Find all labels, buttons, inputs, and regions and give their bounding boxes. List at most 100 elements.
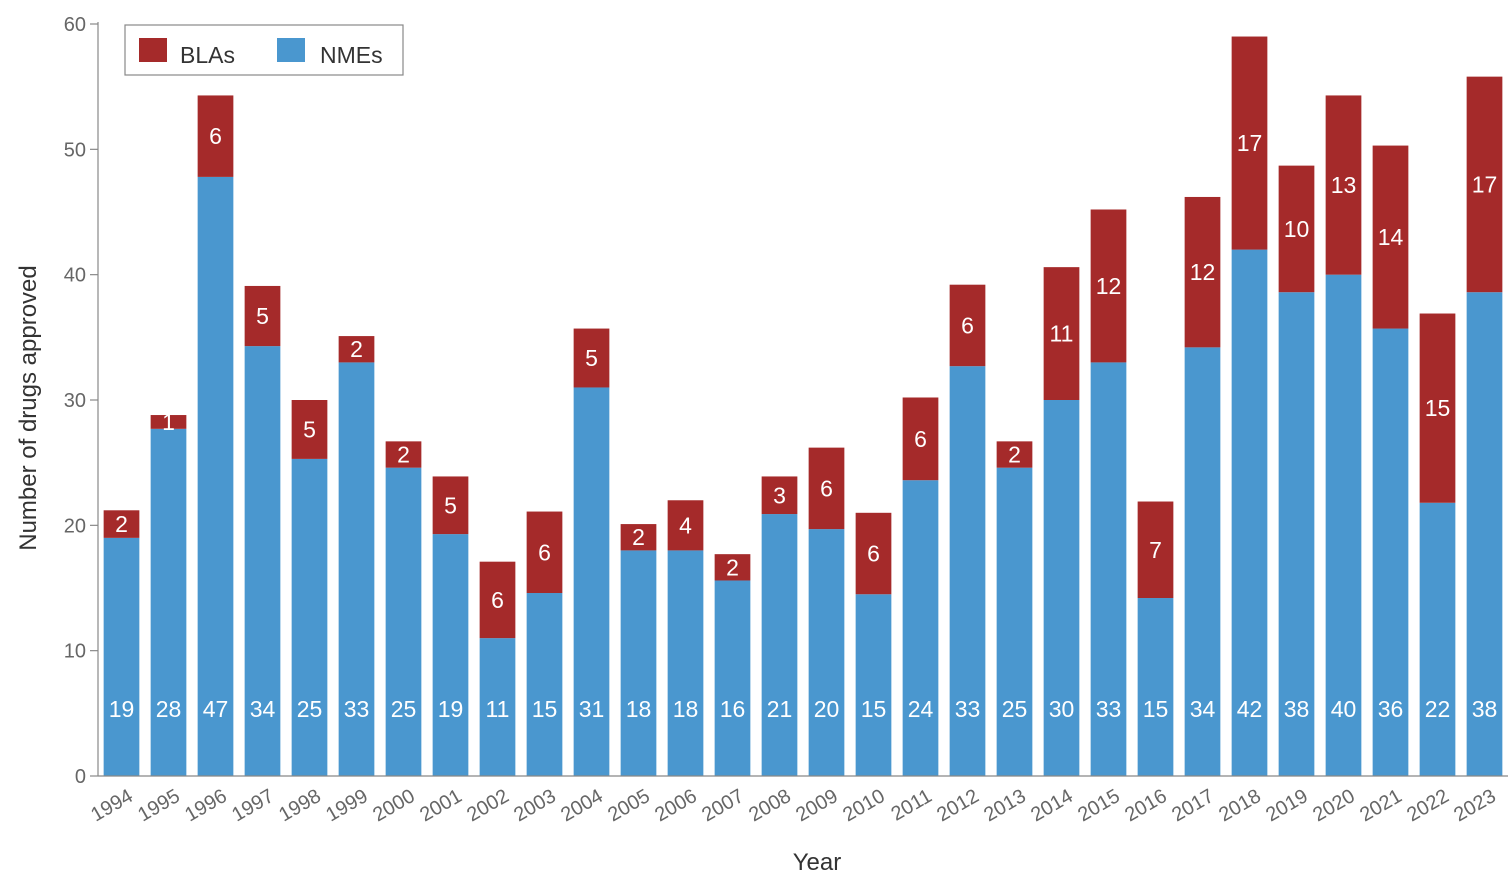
bar-nmes (291, 458, 328, 776)
data-label-nmes: 34 (250, 696, 276, 722)
bar-nmes (1137, 598, 1174, 776)
bar-nmes (244, 346, 281, 776)
data-label-nmes: 20 (814, 696, 840, 722)
data-label-blas: 1 (162, 409, 175, 435)
data-label-nmes: 21 (767, 696, 793, 722)
x-tick-label: 2001 (416, 785, 466, 826)
data-label-blas: 6 (867, 541, 880, 567)
data-label-nmes: 31 (579, 696, 605, 722)
data-label-nmes: 18 (673, 696, 699, 722)
x-tick-label: 2020 (1309, 785, 1359, 826)
legend: BLAs NMEs (124, 24, 404, 76)
data-label-blas: 2 (350, 336, 363, 362)
data-label-blas: 2 (632, 524, 645, 550)
y-axis-title: Number of drugs approved (15, 265, 42, 551)
bar-blas (1231, 36, 1268, 250)
x-tick-label: 2017 (1168, 785, 1218, 826)
bar-blas (855, 512, 892, 595)
bar-nmes (1184, 347, 1221, 776)
bar-nmes (1466, 292, 1503, 776)
bar-blas (103, 510, 140, 538)
bar-blas (1278, 165, 1315, 293)
bar-blas (761, 476, 798, 515)
data-label-blas: 13 (1331, 172, 1357, 198)
data-label-blas: 15 (1425, 395, 1451, 421)
bar-blas (808, 447, 845, 530)
data-label-nmes: 16 (720, 696, 746, 722)
bar-nmes (479, 638, 516, 776)
bar-nmes (1090, 362, 1127, 776)
y-tick-label: 20 (64, 515, 86, 537)
bar-nmes (1278, 292, 1315, 776)
data-label-blas: 17 (1472, 171, 1498, 197)
data-label-blas: 5 (256, 303, 269, 329)
x-tick-label: 1995 (134, 785, 184, 826)
bar-nmes (1372, 328, 1409, 776)
data-label-blas: 5 (585, 345, 598, 371)
data-label-blas: 14 (1378, 224, 1404, 250)
bar-blas (338, 336, 375, 363)
bar-blas (714, 554, 751, 581)
data-label-blas: 4 (679, 512, 692, 538)
data-label-nmes: 33 (344, 696, 370, 722)
data-label-blas: 2 (115, 511, 128, 537)
data-label-blas: 7 (1149, 537, 1162, 563)
data-label-nmes: 42 (1237, 696, 1263, 722)
bar-nmes (855, 594, 892, 776)
bar-blas (620, 524, 657, 551)
data-label-blas: 11 (1050, 321, 1074, 347)
data-label-blas: 3 (773, 482, 786, 508)
legend-box (124, 24, 404, 76)
bar-nmes (1419, 502, 1456, 776)
data-label-blas: 6 (914, 426, 927, 452)
y-tick-label: 40 (64, 265, 86, 287)
y-tick-label: 60 (64, 14, 86, 36)
bar-nmes (103, 537, 140, 776)
x-tick-label: 2003 (510, 785, 560, 826)
x-axis: 1994199519961997199819992000200120022003… (87, 775, 1508, 826)
data-label-nmes: 25 (1002, 696, 1028, 722)
x-tick-label: 2023 (1450, 785, 1500, 826)
bar-nmes (432, 534, 469, 776)
bar-blas (949, 284, 986, 367)
x-tick-label: 2011 (888, 785, 936, 826)
bar-blas (479, 561, 516, 639)
data-label-blas: 6 (491, 587, 504, 613)
bar-blas (667, 500, 704, 551)
x-tick-label: 2008 (745, 785, 795, 826)
bar-blas (150, 415, 187, 429)
bar-blas (996, 441, 1033, 468)
bar-nmes (808, 529, 845, 776)
x-tick-label: 2005 (604, 785, 654, 826)
bar-nmes (526, 593, 563, 776)
data-label-blas: 6 (538, 539, 551, 565)
x-tick-label: 2012 (933, 785, 983, 826)
bar-nmes (1325, 274, 1362, 776)
data-label-nmes: 25 (297, 696, 323, 722)
x-tick-label: 2015 (1074, 785, 1124, 826)
data-label-nmes: 25 (391, 696, 417, 722)
data-label-nmes: 22 (1425, 696, 1451, 722)
data-label-blas: 6 (820, 475, 833, 501)
bars-group: 1922814763452553322521951161563151821841… (103, 36, 1503, 777)
bar-blas (197, 95, 234, 177)
x-tick-label: 2013 (980, 785, 1030, 826)
bar-nmes (1043, 400, 1080, 776)
data-label-nmes: 28 (156, 696, 182, 722)
bar-nmes (573, 387, 610, 776)
bar-nmes (949, 366, 986, 776)
data-label-blas: 2 (1008, 442, 1021, 468)
y-tick-label: 0 (75, 766, 86, 788)
bar-blas (902, 397, 939, 481)
data-label-blas: 12 (1190, 259, 1216, 285)
data-label-nmes: 38 (1472, 696, 1498, 722)
x-tick-label: 2007 (698, 785, 748, 826)
y-tick-label: 30 (64, 390, 86, 412)
legend-label-nmes: NMEs (320, 42, 383, 68)
data-label-nmes: 33 (1096, 696, 1122, 722)
bar-blas (244, 285, 281, 347)
data-label-nmes: 24 (908, 696, 934, 722)
x-tick-label: 2021 (1356, 785, 1406, 826)
x-tick-label: 2010 (839, 785, 889, 826)
x-tick-label: 1994 (87, 785, 137, 826)
